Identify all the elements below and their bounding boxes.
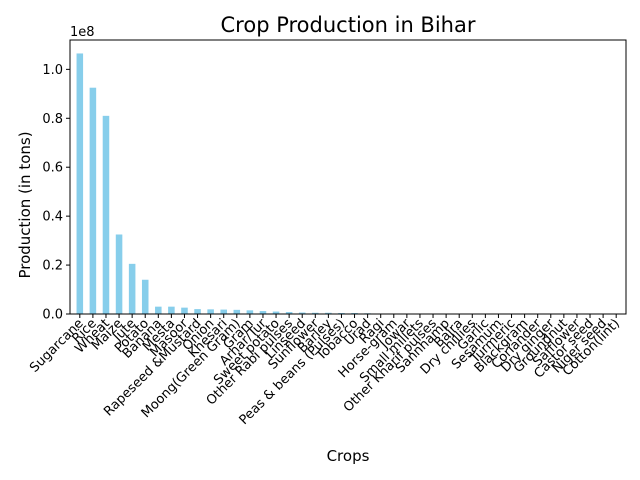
bar <box>298 312 306 314</box>
y-tick-label: 0.6 <box>42 161 63 176</box>
bar <box>115 234 123 314</box>
bar <box>259 311 267 314</box>
bar <box>155 306 162 314</box>
y-tick-label: 1.0 <box>42 63 63 78</box>
x-axis-ticks: SugarcaneRiceWheatMaizeJutePotatoBananaM… <box>27 314 623 428</box>
bar <box>181 307 188 314</box>
bar <box>285 312 293 314</box>
bar <box>233 309 241 314</box>
y-tick-label: 0.0 <box>42 308 63 323</box>
y-offset-label: 1e8 <box>70 25 95 40</box>
y-tick-label: 0.4 <box>42 210 63 225</box>
y-tick-label: 0.2 <box>42 259 63 274</box>
bar <box>220 309 227 314</box>
y-tick-label: 0.8 <box>42 112 63 127</box>
bar <box>76 53 84 315</box>
bar <box>325 312 332 314</box>
bar <box>168 306 175 314</box>
bar <box>89 87 97 315</box>
bar <box>141 279 149 314</box>
plot-frame <box>69 39 627 315</box>
bar <box>102 115 110 314</box>
bar <box>194 309 201 314</box>
bar <box>246 310 254 314</box>
chart-title: Crop Production in Bihar <box>221 13 476 37</box>
x-axis-label: Crops <box>327 447 370 465</box>
y-axis-ticks: 0.0 0.2 0.4 0.6 0.8 1.0 <box>42 63 70 323</box>
bars-group <box>76 53 620 315</box>
bar <box>272 311 280 314</box>
y-axis-label: Production (in tons) <box>16 131 34 278</box>
bar <box>312 312 319 314</box>
bar <box>207 309 214 314</box>
bar <box>128 263 136 314</box>
